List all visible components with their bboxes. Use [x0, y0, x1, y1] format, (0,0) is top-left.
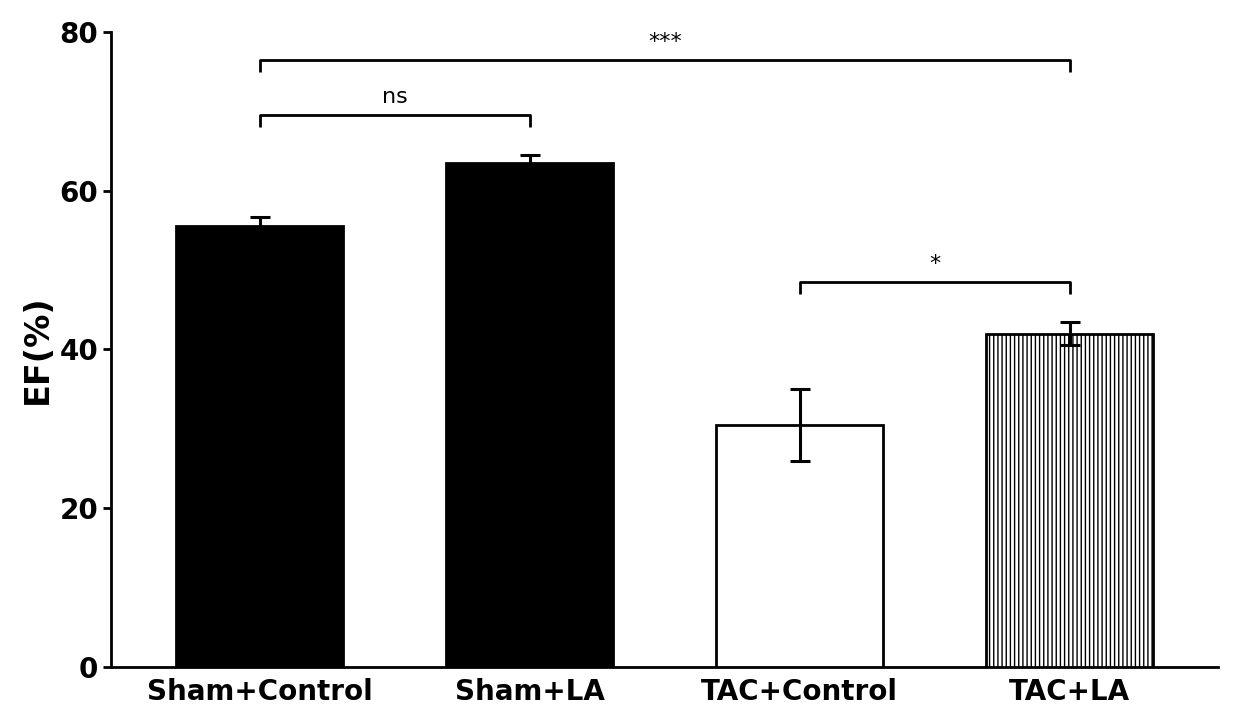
- Y-axis label: EF(%): EF(%): [21, 294, 53, 404]
- Text: *: *: [929, 254, 940, 274]
- Bar: [986, 334, 1154, 667]
- Text: ns: ns: [382, 87, 408, 108]
- Bar: [446, 163, 613, 667]
- Text: ***: ***: [648, 32, 681, 52]
- Bar: [716, 425, 883, 667]
- Bar: [176, 226, 343, 667]
